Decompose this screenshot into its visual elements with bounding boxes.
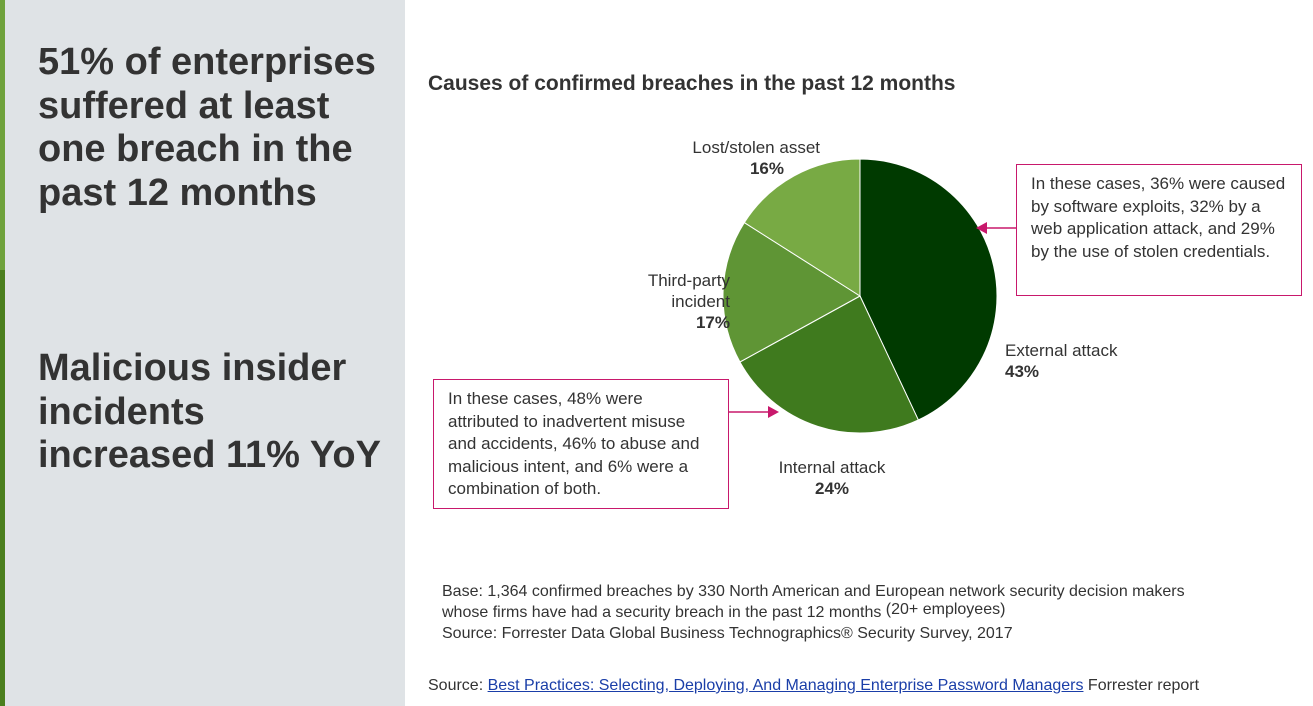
footnote-base-3: (20+ employees): [885, 601, 1006, 618]
headline-breaches: 51% of enterprises suffered at least one…: [38, 41, 376, 214]
left-panel: 51% of enterprises suffered at least one…: [0, 0, 405, 706]
label-internal: Internal attack 24%: [778, 458, 886, 498]
footnote-base: Base: 1,364 confirmed breaches by 330 No…: [442, 583, 1185, 600]
pie-slice-internal-attack: [739, 295, 919, 434]
arrow-internal: [728, 406, 779, 418]
footnote-base-2: whose firms have had a security breach i…: [442, 604, 882, 621]
source-suffix: Forrester report: [1083, 677, 1200, 694]
accent-bar: [0, 0, 5, 270]
label-third-party: Third-party incident 17%: [647, 271, 730, 332]
footnote-source: Source: Forrester Data Global Business T…: [442, 625, 1013, 642]
report-link[interactable]: Best Practices: Selecting, Deploying, An…: [487, 677, 1084, 694]
arrow-external: [976, 222, 1016, 234]
note-internal: In these cases, 48% were attributed to i…: [433, 379, 729, 509]
footnote: Base: 1,364 confirmed breaches by 330 No…: [442, 581, 1185, 644]
label-lost-asset: Lost/stolen asset 16%: [692, 138, 820, 178]
pie-slice-third-party-incident: [722, 221, 861, 363]
accent-bar: [0, 270, 5, 706]
source-prefix: Source:: [428, 677, 488, 694]
pie-slice-external-attack: [859, 158, 998, 421]
label-external: External attack 43%: [1005, 341, 1118, 381]
source-line: Source: Best Practices: Selecting, Deplo…: [428, 677, 1199, 695]
chart-title: Causes of confirmed breaches in the past…: [428, 72, 956, 95]
headline-insider: Malicious insider incidents increased 11…: [38, 347, 381, 476]
pie-slice-lost-stolen-asset: [743, 158, 861, 297]
note-external: In these cases, 36% were caused by softw…: [1016, 164, 1302, 296]
